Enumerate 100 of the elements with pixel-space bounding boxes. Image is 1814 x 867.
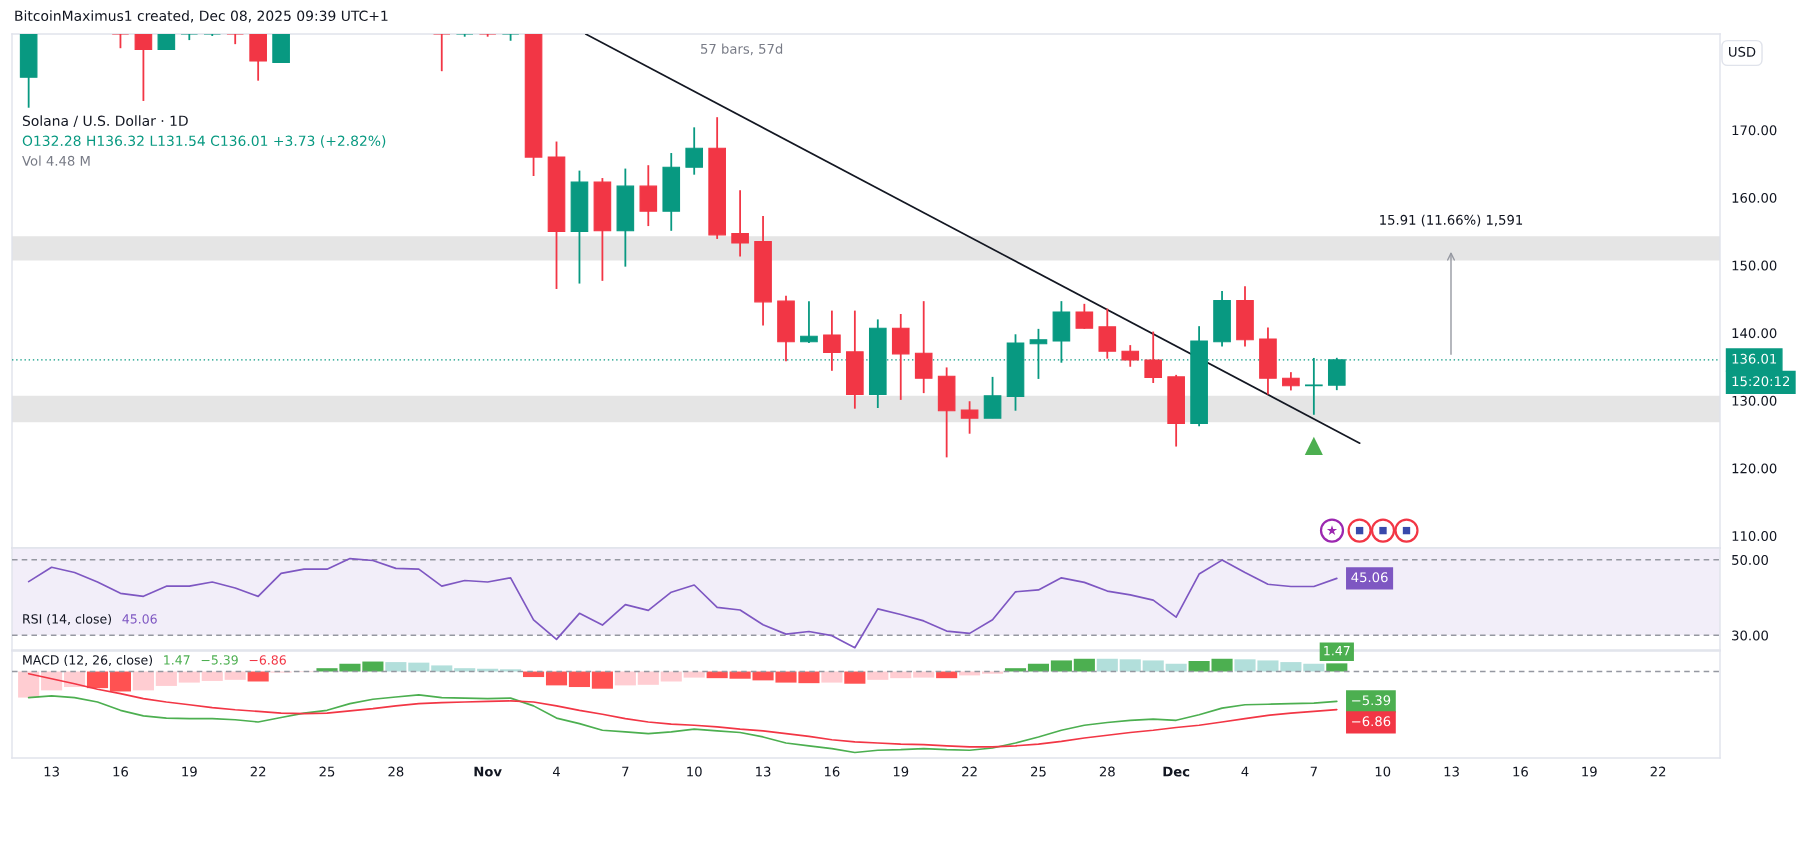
x-tick-label: 10 xyxy=(1375,766,1391,777)
bar xyxy=(201,671,223,681)
text: BitcoinMaximus1 created, Dec 08, 2025 09:39 UTC+1 xyxy=(15,10,388,23)
bar xyxy=(18,671,40,698)
x-tick-label: 10 xyxy=(687,766,702,777)
x-tick-label: 16 xyxy=(113,766,129,777)
bar xyxy=(1050,660,1072,672)
x-tick-label: 19 xyxy=(1582,766,1597,777)
chart-title: MACD (12, 26, close) xyxy=(23,654,153,667)
x-tick-label: 4 xyxy=(1241,766,1249,777)
bar xyxy=(867,671,889,680)
candlestick xyxy=(1075,302,1094,330)
data-label: −6.86 xyxy=(1352,716,1391,727)
bar xyxy=(660,671,682,682)
data-label: 45.06 xyxy=(1351,572,1388,583)
bar xyxy=(523,671,545,678)
bar xyxy=(1303,663,1325,672)
bar xyxy=(890,671,912,679)
bar xyxy=(913,671,935,678)
text: O132.28 H136.32 L131.54 C136.01 +3.73 (+2.82%) xyxy=(22,135,386,148)
candlestick xyxy=(478,34,497,38)
x-tick-label: 7 xyxy=(1310,766,1317,777)
x-tick-label: 4 xyxy=(552,766,560,777)
data-label: 1.47 xyxy=(1324,646,1350,656)
candlestick xyxy=(134,34,153,102)
bar xyxy=(1096,658,1118,672)
bar xyxy=(86,671,109,689)
bar xyxy=(936,671,958,679)
bar xyxy=(844,671,866,684)
candlestick xyxy=(1121,344,1140,368)
bar xyxy=(178,671,200,683)
bar xyxy=(431,665,453,672)
y-tick-label: 110.00 xyxy=(1732,531,1777,542)
candlestick xyxy=(432,34,451,73)
candlestick xyxy=(1144,330,1163,384)
bar xyxy=(155,671,177,686)
x-tick-label: 7 xyxy=(622,766,629,777)
annotation: Vol 4.48 M xyxy=(22,155,90,166)
candlestick xyxy=(983,375,1002,420)
x-tick-label: 22 xyxy=(962,766,977,777)
bar xyxy=(1027,663,1050,672)
x-tick-label: 25 xyxy=(1031,766,1046,777)
candlestick xyxy=(731,189,749,258)
y-tick-label: 130.00 xyxy=(1732,395,1777,406)
y-axis-title: USD xyxy=(1729,46,1756,57)
bar xyxy=(591,671,613,689)
data-label: −5.39 xyxy=(1352,695,1391,706)
bar xyxy=(1119,659,1141,672)
text: RSI (14, close) xyxy=(23,613,112,626)
bar xyxy=(385,662,407,672)
y-tick-label: 150.00 xyxy=(1732,260,1777,271)
bar xyxy=(132,671,154,691)
bar xyxy=(706,671,728,679)
bar xyxy=(821,671,843,683)
text: 15:20:12 xyxy=(1732,376,1790,387)
bar xyxy=(1073,658,1095,672)
text: 45.06 xyxy=(122,614,157,624)
annotation: 57 bars, 57d xyxy=(701,43,783,56)
candlestick xyxy=(501,34,520,42)
x-tick-label: 25 xyxy=(319,766,335,777)
y-tick-label: 120.00 xyxy=(1732,463,1777,474)
bar xyxy=(637,671,659,685)
bar xyxy=(408,662,430,672)
candlestick xyxy=(823,309,841,372)
candlestick xyxy=(685,126,704,176)
x-tick-label: 16 xyxy=(1513,766,1528,777)
bar xyxy=(545,671,568,686)
x-tick-label: 28 xyxy=(388,766,404,777)
bar xyxy=(568,671,591,688)
x-tick-label: 22 xyxy=(250,766,266,777)
y-tick-label: 170.00 xyxy=(1732,125,1777,136)
text: −5.39 xyxy=(201,655,238,665)
bar xyxy=(683,671,705,678)
candlestick xyxy=(180,34,199,41)
bar xyxy=(224,671,246,680)
candlestick xyxy=(800,300,818,344)
bar xyxy=(614,671,636,686)
x-tick-label: 16 xyxy=(824,766,840,777)
candlestick xyxy=(226,34,245,46)
text: −6.86 xyxy=(249,655,286,665)
bar xyxy=(1165,663,1187,672)
candlestick xyxy=(455,34,474,38)
text: 1.47 xyxy=(164,655,190,665)
x-tick-label: 13 xyxy=(756,766,771,777)
x-tick-label: 28 xyxy=(1099,766,1115,777)
candlestick xyxy=(960,400,979,435)
annotation: 15.91 (11.66%) 1,591 xyxy=(1380,214,1523,227)
y-tick-label: 30.00 xyxy=(1732,630,1769,641)
x-tick-label: 13 xyxy=(1444,766,1459,777)
x-tick-label: Nov xyxy=(474,766,502,777)
x-tick-label: 13 xyxy=(44,766,59,777)
x-tick-label: Dec xyxy=(1163,766,1190,777)
y-tick-label: 140.00 xyxy=(1732,328,1777,339)
x-tick-label: 19 xyxy=(182,766,197,777)
candlestick xyxy=(1282,371,1300,392)
y-tick-label: 160.00 xyxy=(1732,192,1777,203)
text: Solana / U.S. Dollar · 1D xyxy=(22,115,188,128)
bar xyxy=(1142,660,1164,672)
ref-line-label: 136.01 xyxy=(1732,353,1777,364)
bar xyxy=(109,671,132,692)
